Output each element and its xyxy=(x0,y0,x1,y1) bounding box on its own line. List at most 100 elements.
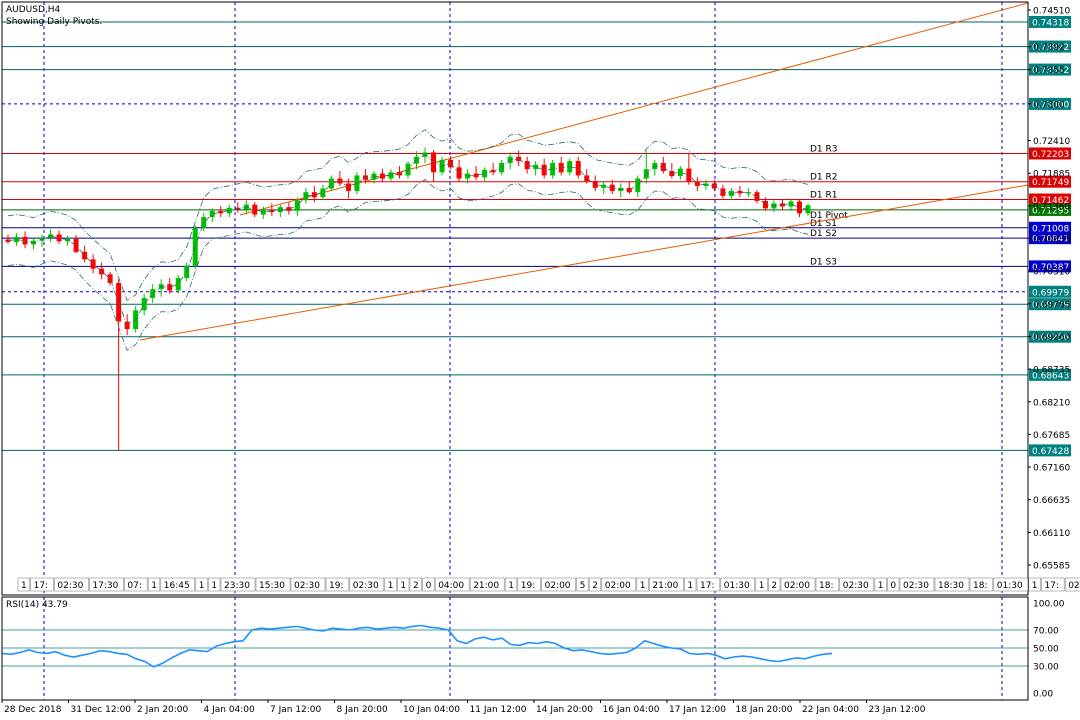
session-label: 1 xyxy=(400,581,406,591)
price-tag-label: 0.67428 xyxy=(1032,447,1069,457)
session-label: 1 xyxy=(21,581,27,591)
session-box xyxy=(220,577,256,592)
session-label: 02:00 xyxy=(605,581,631,591)
session-label: 17:30 xyxy=(92,581,118,591)
session-box xyxy=(409,577,422,592)
session-box xyxy=(1064,577,1080,592)
price-tag-label: 0.71295 xyxy=(1032,206,1069,216)
candle-body xyxy=(737,190,743,194)
middle-band xyxy=(7,154,809,326)
session-box xyxy=(208,577,221,592)
session-box xyxy=(696,577,721,592)
session-label: 2 xyxy=(592,581,598,591)
price-tag xyxy=(1029,147,1071,160)
session-box xyxy=(469,577,505,592)
trendlines xyxy=(139,2,1029,341)
rsi-label: RSI(14) 43.79 xyxy=(6,600,68,610)
session-box xyxy=(874,577,887,592)
session-label: 5 xyxy=(580,581,586,591)
candle-body xyxy=(5,239,11,242)
rsi-tick-label: 30.00 xyxy=(1033,663,1059,673)
session-label: 0 xyxy=(890,581,896,591)
candle-body xyxy=(592,181,598,188)
session-label: 02:30 xyxy=(353,581,379,591)
price-tag xyxy=(1029,203,1071,216)
session-box xyxy=(255,577,291,592)
price-tag-label: 0.70841 xyxy=(1032,235,1069,245)
session-label: 07: xyxy=(127,581,141,591)
session-label: 1 xyxy=(687,581,693,591)
session-label: 19: xyxy=(521,581,535,591)
x-tick-label: 8 Jan 20:00 xyxy=(337,705,389,715)
session-label: 02:00 xyxy=(784,581,810,591)
session-box xyxy=(290,577,326,592)
session-box xyxy=(504,577,518,592)
candle-body xyxy=(635,178,641,193)
session-box xyxy=(1028,577,1041,592)
session-label: 1 xyxy=(508,581,514,591)
session-box xyxy=(160,577,196,592)
price-tag-label: 0.72203 xyxy=(1032,150,1069,160)
session-box xyxy=(147,577,161,592)
session-box xyxy=(887,577,900,592)
session-box xyxy=(434,577,470,592)
candle-body xyxy=(541,164,547,176)
session-box xyxy=(839,577,875,592)
session-label: 2 xyxy=(771,581,777,591)
session-box xyxy=(755,577,768,592)
pivot-level-label: D1 S3 xyxy=(810,257,837,267)
session-box xyxy=(195,577,208,592)
session-label: 1 xyxy=(199,581,205,591)
session-labels: 1 17: 02:30 17:30 07: 1 16:45 1 1 23:30 15:30 02:30… xyxy=(17,577,1080,592)
session-label: 1 xyxy=(878,581,884,591)
session-label: 21:00 xyxy=(652,581,678,591)
price-tag xyxy=(1029,15,1071,28)
candle-body xyxy=(677,168,683,177)
candle-body xyxy=(22,236,28,245)
price-tag xyxy=(1029,97,1071,110)
session-label: 1 xyxy=(1032,581,1038,591)
session-box xyxy=(397,577,410,592)
session-box xyxy=(969,577,994,592)
pivot-level-label: D1 Pivot xyxy=(810,211,848,221)
price-tick-label: 0.72410 xyxy=(1033,137,1070,147)
price-tick-label: 0.71360 xyxy=(1033,202,1070,212)
pivot-level-label: D1 R1 xyxy=(810,191,838,201)
session-label: 02:00 xyxy=(545,581,571,591)
session-label: 01:30 xyxy=(724,581,750,591)
price-tag-label: 0.70387 xyxy=(1032,263,1069,273)
candles xyxy=(5,129,811,451)
candle-body xyxy=(584,175,590,182)
price-tick-label: 0.74510 xyxy=(1033,7,1070,17)
rsi-panel-frame xyxy=(1,596,1029,701)
candle-body xyxy=(65,238,71,242)
session-box xyxy=(588,577,602,592)
x-tick-label: 4 Jan 04:00 xyxy=(204,705,256,715)
pivot-level-label: D1 R3 xyxy=(810,144,838,154)
price-tick-label: 0.68735 xyxy=(1033,366,1070,376)
session-box xyxy=(601,577,637,592)
price-tag xyxy=(1029,63,1071,76)
session-label: 18: xyxy=(819,581,833,591)
price-tick-label: 0.66635 xyxy=(1033,496,1070,506)
x-tick-label: 14 Jan 20:00 xyxy=(536,705,593,715)
price-tag-label: 0.71749 xyxy=(1032,178,1069,188)
candle-body xyxy=(567,161,573,173)
price-tick-label: 0.71885 xyxy=(1033,170,1070,180)
session-label: 02:30 xyxy=(903,581,929,591)
session-label: 17: xyxy=(34,581,48,591)
x-tick-label: 16 Jan 04:00 xyxy=(603,705,660,715)
session-label: 16:45 xyxy=(164,581,190,591)
session-box xyxy=(815,577,840,592)
session-box xyxy=(649,577,684,592)
session-box xyxy=(124,577,148,592)
price-tick-label: 0.7392 xyxy=(1033,43,1065,53)
session-box xyxy=(768,577,781,592)
session-box xyxy=(636,577,649,592)
session-label: 1 xyxy=(151,581,157,591)
price-tag-label: 0.71462 xyxy=(1032,196,1069,206)
symbol-title: AUDUSD,H4 xyxy=(6,5,61,15)
candle-body xyxy=(388,172,394,179)
